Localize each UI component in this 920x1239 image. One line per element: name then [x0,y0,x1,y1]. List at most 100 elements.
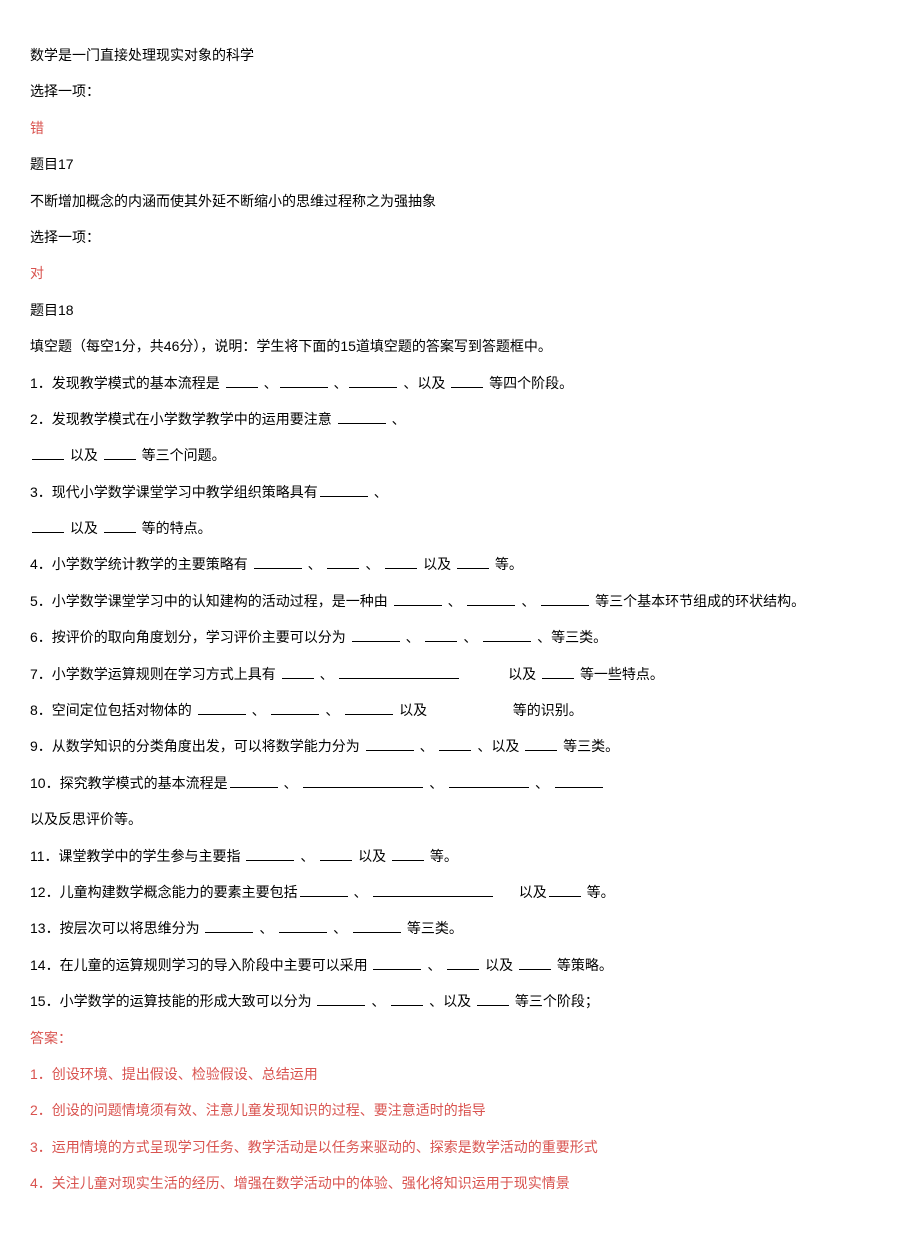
text: 、 [308,556,326,572]
text: 等的特点。 [142,520,212,536]
text: 、 [325,702,343,718]
text: 、 [406,629,424,645]
fill-q9: 9．从数学知识的分类角度出发，可以将数学能力分为 、 、以及 等三类。 [30,735,890,757]
fill-q13: 13．按层次可以将思维分为 、 、 等三类。 [30,917,890,939]
blank [373,955,421,970]
question-17-title: 题目17 [30,153,890,175]
text: 以及 [358,848,390,864]
blank [366,736,414,751]
fill-q14: 14．在儿童的运算规则学习的导入阶段中主要可以采用 、 以及 等策略。 [30,954,890,976]
answer-wrong: 错 [30,117,890,139]
blank [349,373,397,388]
text: 等的识别。 [513,702,583,718]
text: 、 [300,848,318,864]
fill-q3-line2: 以及 等的特点。 [30,517,890,539]
blank [320,482,368,497]
choose-prompt: 选择一项： [30,80,890,102]
text: 等。 [495,556,523,572]
text: 7．小学数学运算规则在学习方式上具有 [30,666,280,682]
blank [198,700,246,715]
fill-q15: 15．小学数学的运算技能的形成大致可以分为 、 、以及 等三个阶段； [30,990,890,1012]
blank [246,846,294,861]
text: 13．按层次可以将思维分为 [30,920,203,936]
answer-3: 3．运用情境的方式呈现学习任务、教学活动是以任务来驱动的、探索是数学活动的重要形… [30,1136,890,1158]
blank [303,773,423,788]
text: 、 [448,593,466,609]
fill-q2-line1: 2．发现教学模式在小学数学教学中的运用要注意 、 [30,408,890,430]
blank [519,955,551,970]
answer-4: 4．关注儿童对现实生活的经历、增强在数学活动中的体验、强化将知识运用于现实情景 [30,1172,890,1194]
fill-q10-line2: 以及反思评价等。 [30,808,890,830]
text: 等三个基本环节组成的环状结构。 [595,593,805,609]
fill-q5: 5．小学数学课堂学习中的认知建构的活动过程，是一种由 、 、 等三个基本环节组成… [30,590,890,612]
fill-q7: 7．小学数学运算规则在学习方式上具有 、 以及 等一些特点。 [30,663,890,685]
blank [555,773,603,788]
blank [338,409,386,424]
blank [205,918,253,933]
text: 、 [283,775,301,791]
blank [280,373,328,388]
text: 15．小学数学的运算技能的形成大致可以分为 [30,993,315,1009]
fill-q8: 8．空间定位包括对物体的 、 、 以及 等的识别。 [30,699,890,721]
text: 、 [374,484,388,500]
text: 、 [353,884,371,900]
fill-q3-line1: 3．现代小学数学课堂学习中教学组织策略具有 、 [30,481,890,503]
text: 、 [264,375,278,391]
text: 5．小学数学课堂学习中的认知建构的活动过程，是一种由 [30,593,392,609]
text: 、等三类。 [537,629,607,645]
blank [542,664,574,679]
text: 、 [429,775,447,791]
blank [104,445,136,460]
blank [300,882,348,897]
blank [477,991,509,1006]
blank [282,664,314,679]
blank [392,846,424,861]
text: 、 [365,556,383,572]
text: 等三类。 [563,738,619,754]
blank [230,773,278,788]
text: 以及 [519,884,547,900]
blank [439,736,471,751]
fill-q1: 1．发现教学模式的基本流程是 、 、 、以及 等四个阶段。 [30,372,890,394]
fill-q12: 12．儿童构建数学概念能力的要素主要包括 、 以及 等。 [30,881,890,903]
question-18-intro: 填空题（每空1分，共46分），说明：学生将下面的15道填空题的答案写到答题框中。 [30,335,890,357]
blank [425,627,457,642]
blank [394,591,442,606]
text: 6．按评价的取向角度划分，学习评价主要可以分为 [30,629,350,645]
answers-title: 答案： [30,1027,890,1049]
blank [279,918,327,933]
text: 9．从数学知识的分类角度出发，可以将数学能力分为 [30,738,364,754]
blank [32,445,64,460]
text: 、 [463,629,481,645]
fill-q11: 11．课堂教学中的学生参与主要指 、 以及 等。 [30,845,890,867]
text: 、 [259,920,277,936]
text: 、以及 [477,738,523,754]
text: 等三个阶段； [515,993,599,1009]
text: 2．发现教学模式在小学数学教学中的运用要注意 [30,411,336,427]
blank [104,518,136,533]
text: 以及 [508,666,540,682]
blank [451,373,483,388]
text: 4．小学数学统计教学的主要策略有 [30,556,252,572]
text: 3．现代小学数学课堂学习中教学组织策略具有 [30,484,318,500]
blank [320,846,352,861]
text: 、以及 [429,993,475,1009]
blank [226,373,258,388]
text: 以及 [70,447,102,463]
fill-q10-line1: 10．探究教学模式的基本流程是 、 、 、 [30,772,890,794]
text: 、 [420,738,438,754]
text: 、 [333,920,351,936]
blank [391,991,423,1006]
answer-1: 1．创设环境、提出假设、检验假设、总结运用 [30,1063,890,1085]
blank [549,882,581,897]
text: 等三个问题。 [142,447,226,463]
statement-text: 数学是一门直接处理现实对象的科学 [30,44,890,66]
text: 11．课堂教学中的学生参与主要指 [30,848,244,864]
text: 以及 [70,520,102,536]
text: 以及 [485,957,517,973]
text: 12．儿童构建数学概念能力的要素主要包括 [30,884,298,900]
text: 8．空间定位包括对物体的 [30,702,196,718]
blank [457,554,489,569]
blank [339,664,459,679]
text: 等四个阶段。 [489,375,573,391]
